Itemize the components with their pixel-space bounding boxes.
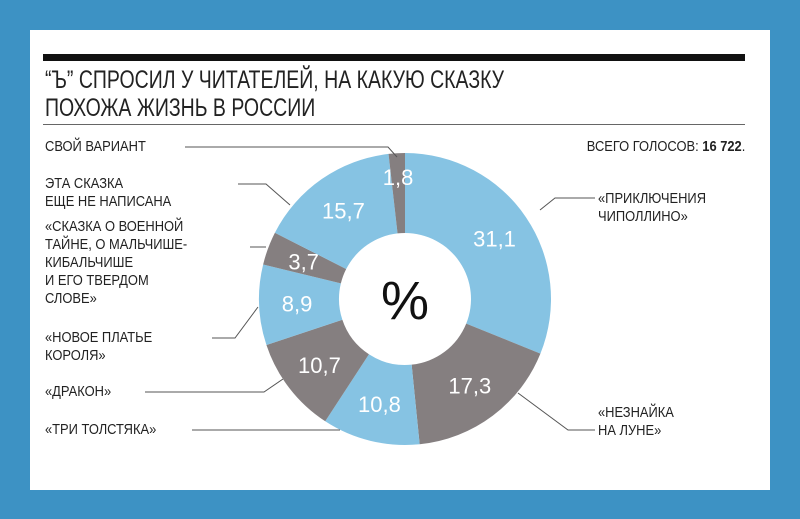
label-line: КИБАЛЬЧИШЕ (45, 254, 134, 271)
slice-value-label: 15,7 (322, 198, 365, 223)
label-line: «ДРАКОН» (45, 383, 112, 400)
total-label: ВСЕГО ГОЛОСОВ: (586, 138, 702, 155)
label-line: «ТРИ ТОЛСТЯКА» (45, 421, 157, 438)
slice-value-label: 8,9 (282, 291, 313, 316)
total-suffix: . (741, 138, 745, 155)
slice-category-label: СВОЙ ВАРИАНТ (45, 138, 146, 156)
leader-line (212, 306, 259, 339)
slice-5 (263, 232, 347, 284)
label-line: «НЕЗНАЙКА (598, 404, 674, 421)
label-line: ТАЙНЕ, О МАЛЬЧИШЕ- (45, 236, 188, 253)
label-line: НА ЛУНЕ» (598, 422, 662, 439)
label-line: «СКАЗКА О ВОЕННОЙ (45, 218, 184, 235)
label-line: «НОВОЕ ПЛАТЬЕ (45, 329, 153, 346)
slice-value-label: 17,3 (448, 373, 491, 398)
title-line: ПОХОЖА ЖИЗНЬ В РОССИИ (45, 94, 316, 122)
slice-category-label: «СКАЗКА О ВОЕННОЙ ТАЙНЕ, О МАЛЬЧИШЕ- КИБАЛ… (45, 218, 187, 308)
total-value: 16 722 (701, 138, 742, 155)
top-bar (43, 54, 745, 61)
slice-7 (388, 153, 405, 234)
leader-line (539, 197, 595, 211)
title-line: “Ъ” СПРОСИЛ У ЧИТАТЕЛЕЙ, НА КАКУЮ СКАЗКУ (45, 66, 505, 94)
total-votes: ВСЕГО ГОЛОСОВ: 16 722. (586, 138, 745, 156)
slice-category-label: «НЕЗНАЙКА НА ЛУНЕ» (598, 404, 674, 440)
slice-4 (259, 264, 343, 345)
slice-0 (405, 153, 551, 354)
center-percent-label: % (381, 271, 429, 331)
slice-6 (274, 153, 398, 270)
slice-value-label: 10,7 (298, 353, 341, 378)
slice-1 (411, 323, 541, 445)
divider (43, 124, 745, 125)
label-line: СВОЙ ВАРИАНТ (45, 138, 146, 155)
slice-3 (266, 319, 369, 422)
slice-category-label: ЭТА СКАЗКА ЕЩЕ НЕ НАПИСАНА (45, 175, 171, 211)
leader-line (185, 146, 398, 158)
slice-category-label: «ТРИ ТОЛСТЯКА» (45, 421, 156, 439)
slice-value-label: 31,1 (473, 227, 516, 252)
slice-category-label: «ПРИКЛЮЧЕНИЯ ЧИПОЛЛИНО» (598, 190, 706, 226)
slice-category-label: «ДРАКОН» (45, 383, 111, 401)
label-line: ЧИПОЛЛИНО» (598, 208, 688, 225)
slice-value-label: 3,7 (288, 249, 319, 274)
label-line: И ЕГО ТВЕРДОМ (45, 272, 149, 289)
leader-line (145, 378, 284, 393)
label-line: СЛОВЕ» (45, 290, 97, 307)
label-line: ЕЩЕ НЕ НАПИСАНА (45, 193, 172, 210)
leader-line (517, 392, 595, 431)
leader-line (238, 183, 291, 206)
slice-value-label: 10,8 (358, 392, 401, 417)
label-line: КОРОЛЯ» (45, 347, 106, 364)
label-line: ЭТА СКАЗКА (45, 175, 124, 192)
label-line: «ПРИКЛЮЧЕНИЯ (598, 190, 707, 207)
slice-category-label: «НОВОЕ ПЛАТЬЕ КОРОЛЯ» (45, 329, 152, 365)
slice-value-label: 1,8 (383, 165, 414, 190)
chart-title: “Ъ” СПРОСИЛ У ЧИТАТЕЛЕЙ, НА КАКУЮ СКАЗКУ… (45, 66, 504, 122)
slice-2 (325, 354, 420, 445)
